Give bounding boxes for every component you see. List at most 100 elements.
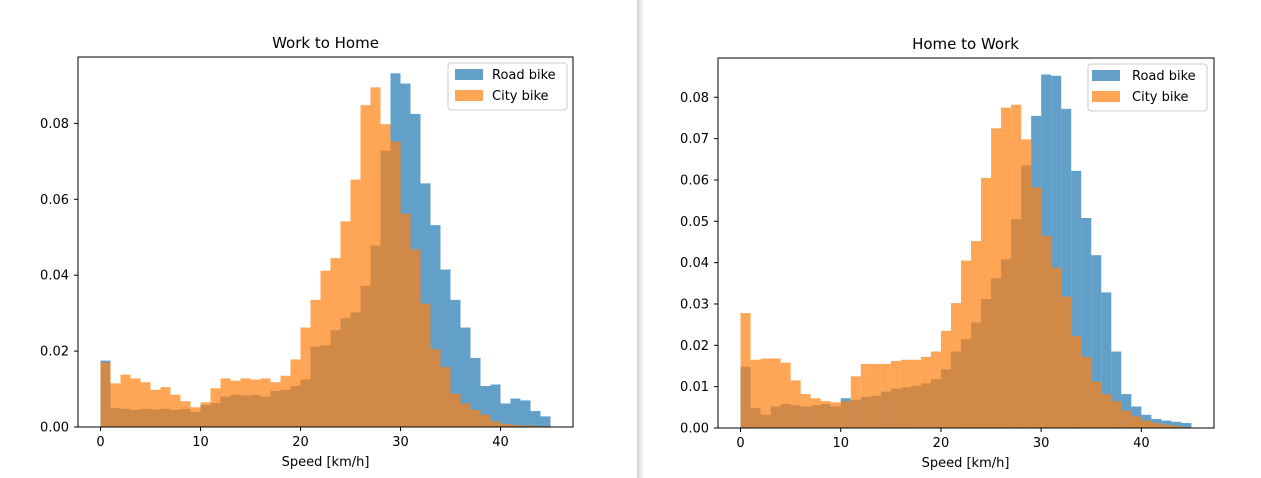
bar-city-bike [900, 359, 911, 428]
bar-city-bike [440, 367, 451, 427]
bar-city-bike [960, 260, 972, 428]
bar-city-bike [840, 401, 851, 428]
bar-city-bike [940, 330, 951, 428]
bar-city-bike [310, 299, 321, 427]
bar-city-bike [170, 394, 181, 427]
bar-city-bike [1001, 107, 1012, 428]
bar-city-bike [390, 141, 401, 427]
plot-frame [77, 56, 574, 428]
x-tick-label: 0 [96, 435, 104, 450]
bar-city-bike [1171, 425, 1182, 428]
bar-city-bike [300, 327, 311, 427]
bar-city-bike [1081, 356, 1092, 428]
bar-city-bike [140, 382, 151, 427]
plot-frame [717, 57, 1215, 429]
bar-city-bike [1031, 187, 1042, 428]
bar-city-bike [530, 425, 541, 427]
bar-road-bike [510, 398, 521, 427]
bar-city-bike [880, 363, 891, 428]
bar-city-bike [220, 378, 231, 427]
bar-city-bike [410, 249, 421, 427]
bar-city-bike [870, 363, 881, 428]
bar-city-bike [1121, 410, 1132, 428]
bar-road-bike [470, 357, 481, 427]
chart-title: Home to Work [912, 35, 1019, 53]
y-axis-ticks: 0.00 0.01 0.02 0.03 0.04 0.05 0.06 0.07 0.08 [680, 91, 718, 437]
bar-city-bike [330, 258, 341, 427]
y-tick-label: 0.00 [680, 422, 709, 437]
y-axis-ticks: 0.00 0.02 0.04 0.06 0.08 [40, 117, 78, 436]
bar-city-bike [190, 407, 201, 427]
bar-city-bike [320, 270, 331, 427]
bar-city-bike [250, 379, 261, 427]
panel-divider [637, 0, 645, 478]
bar-road-bike [430, 225, 441, 427]
legend: Road bike City bike [1087, 63, 1208, 112]
home-to-work-chart: Home to Work 0 10 20 30 40 0.000.010.020.030… [680, 35, 1215, 471]
bar-city-bike [270, 382, 281, 427]
bar-city-bike [420, 303, 431, 427]
bar-city-bike [1011, 104, 1022, 428]
x-axis-label: Speed [km/h] [282, 455, 370, 470]
bar-city-bike [280, 375, 291, 427]
bar-city-bike [510, 425, 521, 427]
x-tick-label: 20 [933, 436, 950, 451]
bar-city-bike [240, 378, 251, 427]
bar-road-bike [530, 411, 541, 427]
bar-city-bike [1041, 235, 1052, 428]
bar-city-bike [981, 177, 992, 428]
bar-road-bike [1061, 108, 1072, 429]
bar-city-bike [110, 383, 121, 427]
bar-city-bike [830, 402, 841, 428]
bar-city-bike [740, 313, 751, 428]
bar-city-bike [460, 403, 471, 427]
bar-road-bike [1081, 217, 1092, 428]
legend-swatch-city-bike [1092, 91, 1120, 102]
histogram-bars [100, 73, 551, 428]
bar-city-bike [1161, 424, 1172, 428]
bar-road-bike [1091, 255, 1102, 428]
bar-city-bike [230, 380, 241, 427]
bar-city-bike [1071, 336, 1082, 428]
bar-city-bike [991, 128, 1002, 428]
x-tick-label: 0 [736, 436, 744, 451]
legend-label-road-bike: Road bike [1132, 69, 1196, 84]
bar-road-bike [490, 384, 501, 427]
bar-city-bike [910, 359, 921, 428]
work-to-home-chart: Work to Home 0 10 20 30 40 0.000.020.040.060… [40, 34, 574, 470]
bar-city-bike [1111, 401, 1122, 428]
bar-city-bike [770, 358, 781, 428]
bar-road-bike [450, 299, 461, 427]
x-tick-label: 30 [392, 435, 409, 450]
bar-road-bike [480, 386, 491, 427]
legend-swatch-road-bike [1092, 70, 1120, 81]
y-tick-label: 0.06 [680, 173, 709, 188]
bar-city-bike [450, 393, 461, 427]
bar-city-bike [290, 359, 301, 427]
bar-city-bike [100, 362, 111, 427]
bar-city-bike [820, 401, 831, 428]
bar-city-bike [500, 423, 511, 427]
bar-road-bike [1161, 420, 1172, 428]
x-tick-label: 10 [832, 436, 849, 451]
bar-city-bike [1141, 420, 1152, 428]
legend: Road bike City bike [447, 62, 568, 111]
bar-city-bike [760, 358, 771, 428]
bar-city-bike [210, 388, 221, 427]
bar-city-bike [120, 374, 131, 427]
x-tick-label: 10 [192, 435, 209, 450]
bar-city-bike [1091, 381, 1102, 428]
bar-city-bike [340, 221, 351, 427]
chart-title: Work to Home [272, 34, 379, 52]
bar-city-bike [750, 359, 761, 428]
x-tick-label: 30 [1033, 436, 1050, 451]
bar-city-bike [790, 380, 801, 428]
bar-city-bike [860, 363, 871, 428]
bar-road-bike [1051, 75, 1062, 428]
y-tick-label: 0.00 [40, 421, 69, 436]
y-tick-label: 0.07 [680, 132, 709, 147]
legend-label-city-bike: City bike [1132, 90, 1189, 105]
bar-road-bike [1171, 421, 1182, 428]
bar-city-bike [370, 87, 381, 427]
x-axis-ticks: 0 10 20 30 40 [96, 427, 509, 450]
